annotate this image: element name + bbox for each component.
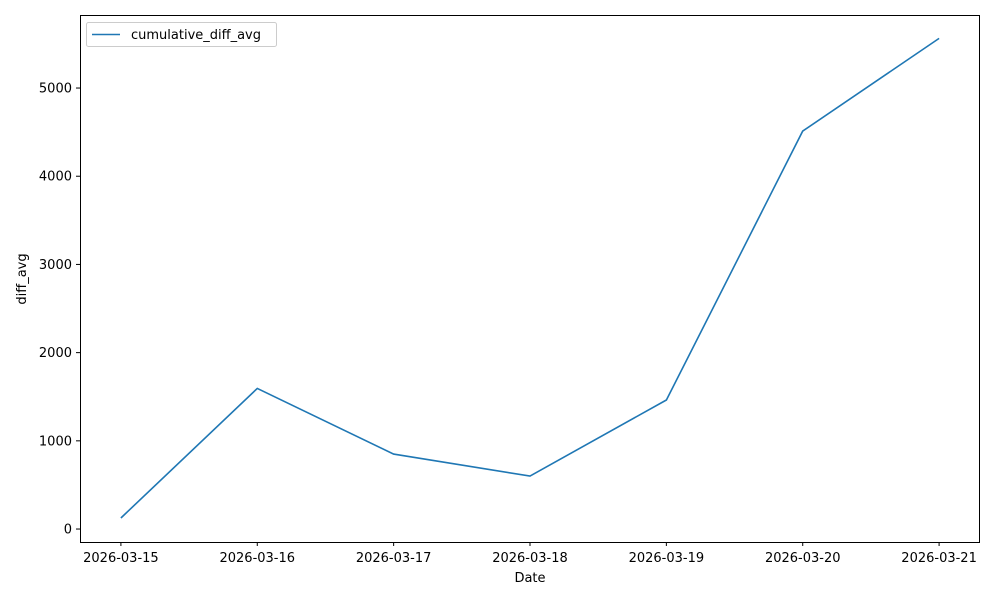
- legend-label: cumulative_diff_avg: [131, 28, 261, 43]
- y-tick-label: 1000: [39, 434, 72, 449]
- x-tick-label: 2026-03-20: [765, 551, 841, 566]
- x-tick-label: 2026-03-19: [629, 551, 705, 566]
- legend: cumulative_diff_avg: [86, 22, 277, 47]
- x-tick-label: 2026-03-16: [219, 551, 295, 566]
- x-tick-label: 2026-03-15: [83, 551, 159, 566]
- y-tick-label: 5000: [39, 82, 72, 97]
- y-tick-label: 2000: [39, 346, 72, 361]
- plot-area: [80, 15, 980, 543]
- x-tick-label: 2026-03-17: [356, 551, 432, 566]
- x-tick-label: 2026-03-18: [492, 551, 568, 566]
- y-tick-label: 0: [64, 523, 72, 538]
- y-tick-label: 4000: [39, 170, 72, 185]
- legend-box: [86, 22, 277, 47]
- x-tick-label: 2026-03-21: [901, 551, 977, 566]
- x-axis-label: Date: [514, 571, 545, 586]
- y-axis-label: diff_avg: [15, 253, 30, 304]
- y-tick-label: 3000: [39, 258, 72, 273]
- series-line-cumulative_diff_avg: [120, 37, 940, 519]
